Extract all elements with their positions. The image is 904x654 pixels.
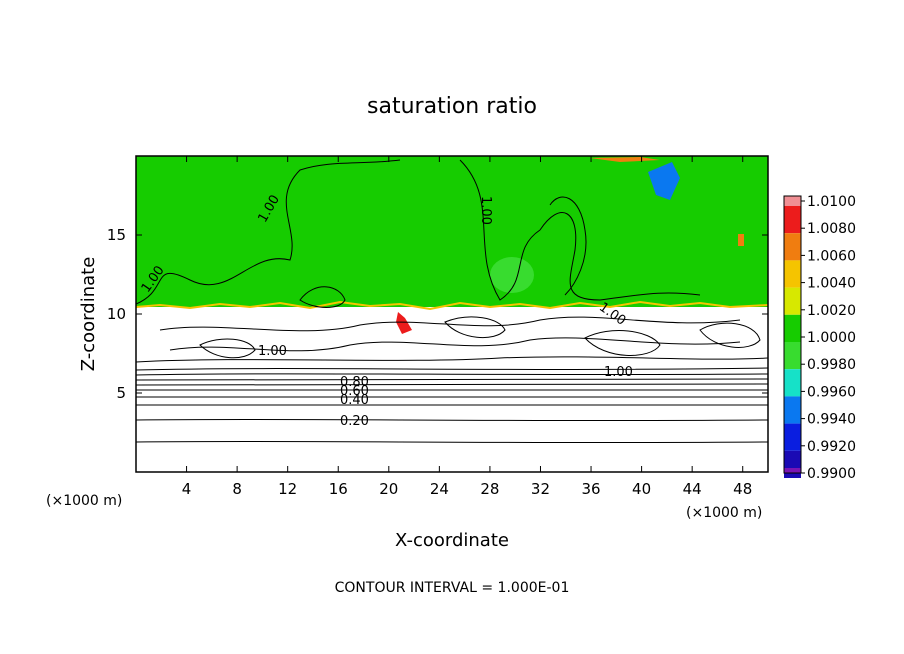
cloud-top-boundary [136,300,768,311]
colorbar-swatch [784,196,801,206]
colorbar-label: 1.0000 [807,330,856,346]
y-tick-label: 10 [107,305,126,323]
x-unit-left: (×1000 m) [46,493,122,509]
x-tick-label: 8 [232,480,242,498]
contour-label: 1.00 [478,196,493,225]
contour-label: 0.20 [340,414,369,429]
x-tick-label: 4 [182,480,192,498]
colorbar-label: 1.0040 [807,276,856,292]
top-edge-patch [590,157,660,162]
colorbar-label: 1.0080 [807,221,856,237]
y-tick-label: 15 [107,226,126,244]
colorbar-label: 0.9960 [807,384,856,400]
x-axis-label: X-coordinate [395,530,509,551]
colorbar-label: 0.9940 [807,412,856,428]
contour-label: 1.00 [258,344,287,359]
colorbar-swatch [784,314,801,342]
colorbar: 1.0100 1.0080 1.0060 1.0040 1.0020 1.0000 0.99… [783,194,856,482]
y-axis-label: Z-coordinate [78,257,99,372]
contour-label: 0.40 [340,393,369,408]
colorbar-label: 1.0020 [807,303,856,319]
y-axis: 5 10 15 [107,226,768,402]
x-tick-label: 16 [329,480,348,498]
chart-title: saturation ratio [367,94,537,119]
colorbar-swatch [784,342,801,370]
colorbar-swatch [784,468,801,473]
colorbar-swatch [784,450,801,478]
contour-lines [136,159,768,444]
colorbar-label: 0.9900 [807,466,856,482]
x-tick-label: 24 [430,480,449,498]
x-tick-label: 40 [632,480,651,498]
colorbar-frame [783,195,802,474]
x-tick-label: 44 [683,480,702,498]
footer-text: CONTOUR INTERVAL = 1.000E-01 [335,580,570,596]
x-tick-label: 48 [733,480,752,498]
colorbar-label: 1.0060 [807,248,856,264]
colorbar-swatch [784,233,801,261]
cyan-patch [490,257,534,293]
contour-label: 0.60 [340,384,369,399]
colorbar-label: 0.9980 [807,357,856,373]
orange-patch [738,234,744,246]
blue-patch [648,162,680,200]
colorbar-swatch [784,423,801,451]
x-tick-label: 36 [581,480,600,498]
colorbar-swatch [784,287,801,315]
contour-label: 1.00 [604,365,633,380]
colorbar-swatch [784,369,801,397]
x-axis: 4 8 12 16 20 24 28 32 36 40 44 48 [182,156,752,498]
red-patch [396,312,412,334]
x-tick-label: 28 [480,480,499,498]
x-tick-label: 32 [531,480,550,498]
contour-label: 0.80 [340,375,369,390]
x-tick-label: 20 [379,480,398,498]
x-tick-label: 12 [278,480,297,498]
plot-area: 1.00 1.00 1.00 1.00 1.00 1.00 0.80 0.60 … [136,156,768,472]
x-unit-right: (×1000 m) [686,505,762,521]
y-tick-label: 5 [116,384,126,402]
colorbar-label: 1.0100 [807,194,856,210]
colorbar-swatch [784,260,801,288]
colorbar-label: 0.9920 [807,439,856,455]
colorbar-swatch [784,206,801,234]
colorbar-swatch [784,396,801,424]
